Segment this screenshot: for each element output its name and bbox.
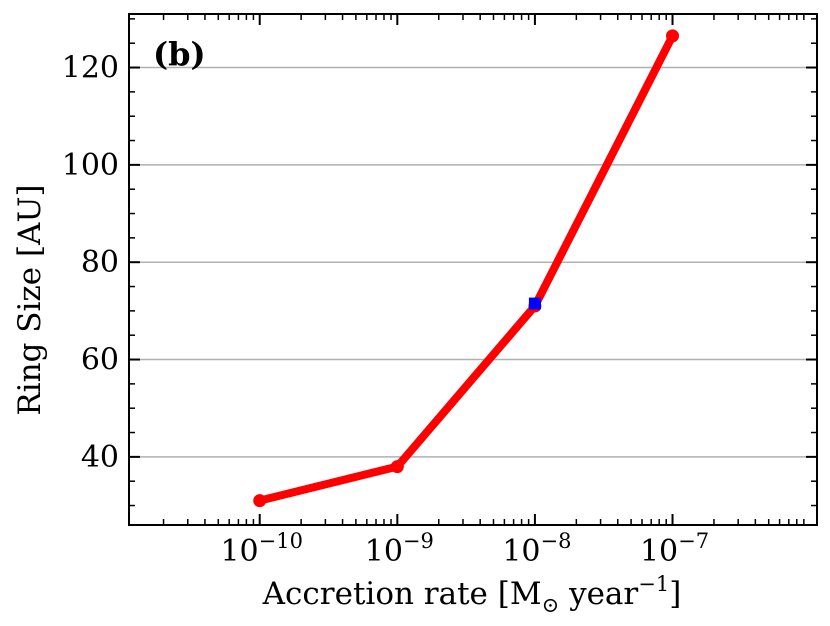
axis-ticks [129,14,817,525]
x-axis-title-prefix: Accretion rate [M [262,576,542,612]
y-tick-label-40: 40 [81,440,119,475]
panel-label: (b) [153,35,206,73]
x-tick-label: 10−7 [640,529,709,569]
x-tick-label: 10−8 [502,529,571,569]
data-point [390,460,404,474]
y-tick-label-60: 60 [81,343,119,378]
data-series [253,29,680,508]
y-tick-label-100: 100 [62,148,119,183]
highlight-marker [528,297,541,310]
x-tick-label: 10−9 [365,529,434,569]
x-axis-title-superscript: −1 [638,572,669,596]
x-tick-label: 10−10 [220,529,303,569]
x-axis-title-suffix: ] [669,576,681,612]
grid-lines [129,66,817,458]
data-point [666,29,680,43]
x-axis-title: Accretion rate [M⊙ year−1] [262,572,682,617]
tick-labels: 40 60 80 100 120 10−10 10−9 10−8 10−7 [62,51,709,569]
y-tick-label-80: 80 [81,245,119,280]
y-axis-title: Ring Size [AU] [12,184,48,415]
plot-frame [128,13,818,526]
x-axis-title-subscript: ⊙ [542,593,560,617]
x-axis-title-middle: year [559,576,638,612]
y-tick-label-120: 120 [62,51,119,86]
data-point [253,494,267,508]
series-line [255,31,677,505]
